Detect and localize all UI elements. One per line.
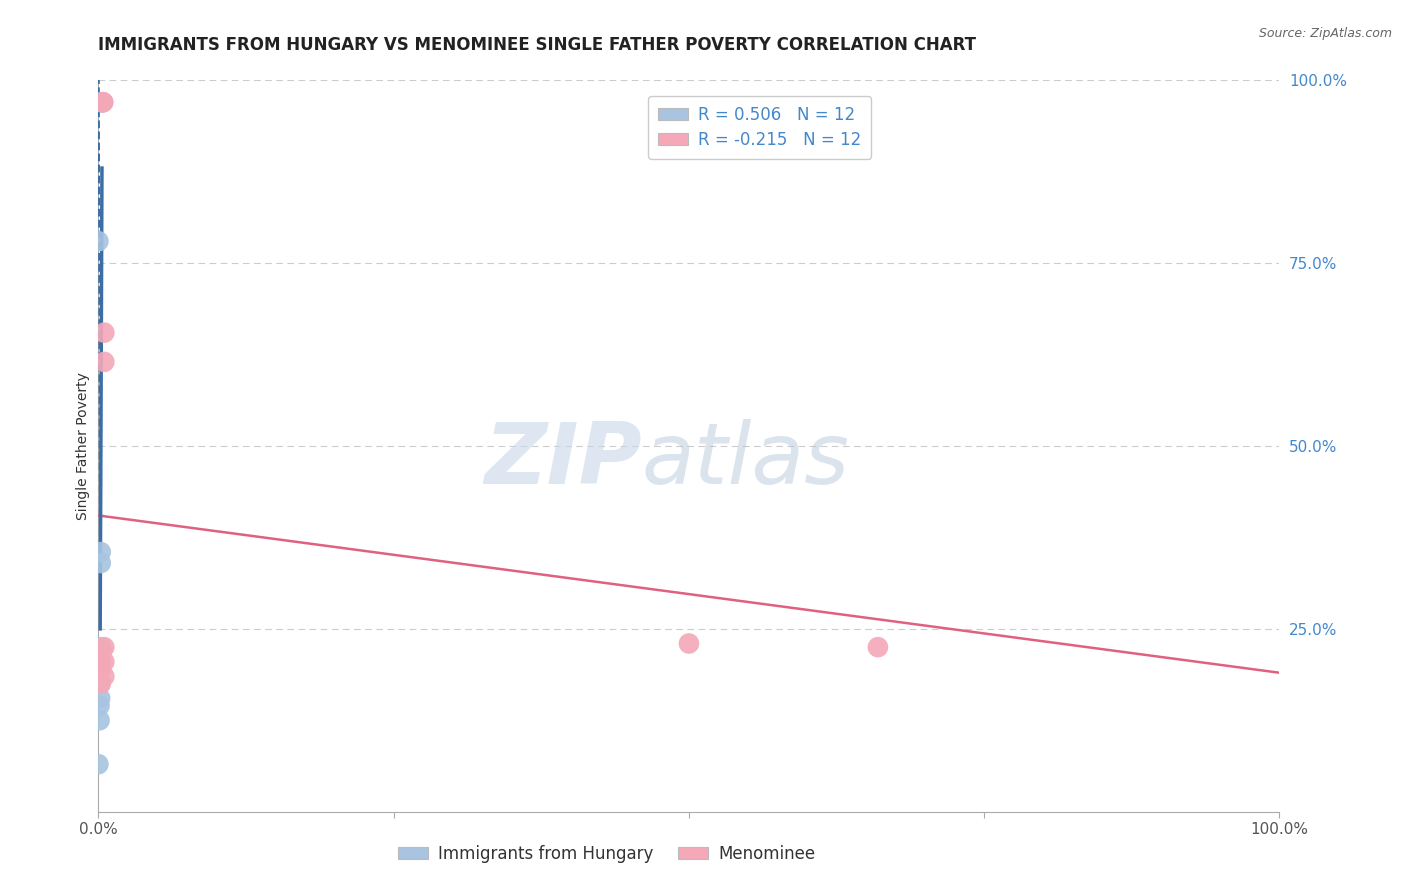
Point [89,676,111,690]
Point [90,655,112,669]
Text: ZIP: ZIP [484,419,641,502]
Y-axis label: Single Father Poverty: Single Father Poverty [76,372,90,520]
Text: atlas: atlas [641,419,849,502]
Point [89,714,111,728]
Point [93,655,115,669]
Legend: Immigrants from Hungary, Menominee: Immigrants from Hungary, Menominee [391,838,821,869]
Point [87,757,110,772]
Point [91,95,114,110]
Point [678,636,700,650]
Point [91,644,114,658]
Point [89,691,111,706]
Point [866,640,889,655]
Point [91,95,114,110]
Point [89,698,111,713]
Point [93,669,115,683]
Point [93,355,115,369]
Text: Source: ZipAtlas.com: Source: ZipAtlas.com [1258,27,1392,40]
Point [93,326,115,340]
Point [87,234,110,248]
Text: IMMIGRANTS FROM HUNGARY VS MENOMINEE SINGLE FATHER POVERTY CORRELATION CHART: IMMIGRANTS FROM HUNGARY VS MENOMINEE SIN… [98,36,976,54]
Point [93,640,115,655]
Point [90,676,112,690]
Point [90,545,112,559]
Point [90,662,112,676]
Point [90,556,112,570]
Point [91,95,114,110]
Point [91,95,114,110]
Point [90,640,112,655]
